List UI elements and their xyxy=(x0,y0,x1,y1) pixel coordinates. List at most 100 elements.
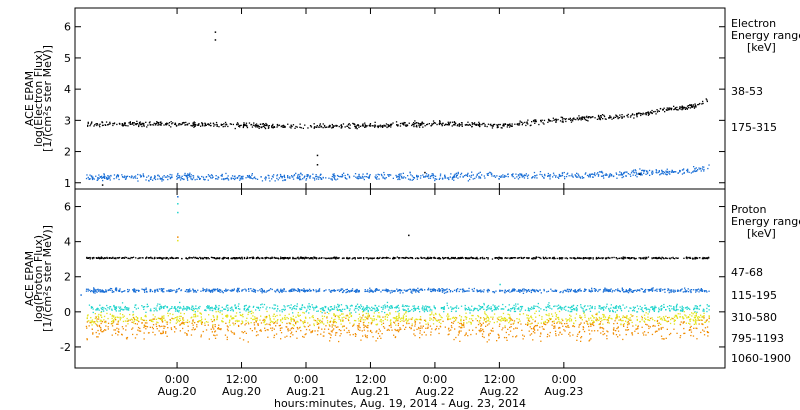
data-point xyxy=(99,291,102,293)
data-point xyxy=(621,287,623,289)
data-point xyxy=(237,287,239,290)
data-point xyxy=(315,174,317,176)
data-point xyxy=(105,321,107,324)
data-point xyxy=(314,179,316,181)
data-point xyxy=(461,124,463,126)
data-point xyxy=(92,308,94,310)
data-point xyxy=(317,290,319,292)
data-point xyxy=(615,257,617,259)
data-point xyxy=(611,118,613,120)
data-point xyxy=(109,289,111,291)
data-point xyxy=(114,308,116,310)
data-point xyxy=(545,256,547,259)
data-point xyxy=(704,257,706,260)
data-point xyxy=(641,315,643,318)
data-point xyxy=(613,175,615,177)
data-point xyxy=(373,318,376,320)
data-point xyxy=(675,257,677,259)
data-point xyxy=(136,122,139,125)
data-point xyxy=(641,113,643,115)
data-point xyxy=(267,127,270,129)
data-point xyxy=(340,310,342,312)
data-point xyxy=(633,169,635,171)
data-point xyxy=(232,310,234,312)
data-point xyxy=(432,323,435,325)
data-point xyxy=(327,257,329,259)
data-point xyxy=(640,288,642,290)
data-point xyxy=(450,173,452,175)
data-point xyxy=(319,177,322,179)
data-point xyxy=(98,174,100,176)
data-point xyxy=(652,318,654,321)
data-point xyxy=(204,125,206,127)
data-point xyxy=(521,305,524,308)
data-point xyxy=(107,175,109,177)
data-point xyxy=(558,173,560,176)
data-point xyxy=(202,290,204,292)
data-point xyxy=(452,124,455,126)
data-point xyxy=(594,308,596,310)
data-point xyxy=(576,291,578,293)
data-point xyxy=(523,175,526,177)
data-point xyxy=(175,125,178,127)
data-point xyxy=(464,290,466,292)
data-point xyxy=(470,176,472,178)
data-point xyxy=(568,288,571,291)
data-point xyxy=(246,308,248,311)
data-point xyxy=(693,289,695,291)
data-point xyxy=(203,179,206,181)
data-point xyxy=(518,124,521,126)
data-point xyxy=(460,124,462,126)
data-point xyxy=(407,175,409,177)
data-point xyxy=(143,306,146,308)
data-point xyxy=(541,175,544,178)
data-point xyxy=(116,288,118,290)
data-point xyxy=(153,307,155,309)
data-point xyxy=(309,175,311,177)
data-point xyxy=(223,178,225,181)
data-point xyxy=(291,125,293,128)
data-point xyxy=(416,126,418,128)
data-point xyxy=(656,109,658,111)
data-point xyxy=(517,174,519,176)
data-point xyxy=(667,171,669,173)
data-point xyxy=(358,306,360,308)
data-point xyxy=(236,320,238,323)
data-point xyxy=(309,290,311,292)
data-point xyxy=(386,306,388,308)
data-point xyxy=(208,290,210,292)
data-point xyxy=(621,116,624,118)
data-point xyxy=(432,289,434,292)
data-point xyxy=(640,174,642,176)
data-point xyxy=(86,174,88,176)
data-point xyxy=(99,257,101,260)
data-point xyxy=(241,289,243,291)
data-point xyxy=(349,305,352,307)
data-point xyxy=(243,257,246,260)
data-point xyxy=(549,257,551,259)
data-point xyxy=(559,291,561,294)
data-point xyxy=(562,121,564,123)
data-point xyxy=(661,172,663,174)
data-point xyxy=(375,288,378,290)
data-point xyxy=(594,288,597,290)
data-point xyxy=(245,304,247,307)
data-point xyxy=(386,126,388,129)
data-point xyxy=(569,257,571,259)
data-point xyxy=(265,124,268,127)
data-point xyxy=(168,122,171,124)
data-point xyxy=(555,175,557,177)
data-point xyxy=(646,172,649,175)
data-point xyxy=(536,174,538,176)
data-point xyxy=(254,290,256,292)
data-point xyxy=(508,126,511,128)
data-point xyxy=(338,290,341,293)
data-point xyxy=(627,292,630,294)
data-point xyxy=(355,291,357,293)
data-point xyxy=(157,124,159,126)
data-point xyxy=(100,307,102,309)
data-point xyxy=(161,178,163,180)
data-point xyxy=(679,171,681,173)
data-point xyxy=(156,310,158,312)
data-point xyxy=(435,319,437,322)
